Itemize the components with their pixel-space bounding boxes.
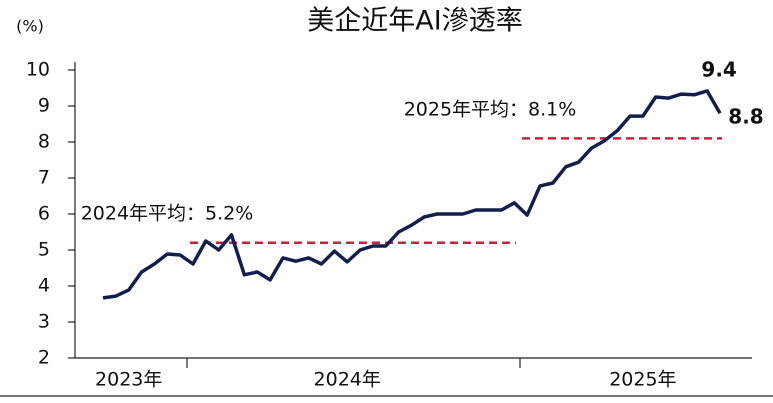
chart-title: 美企近年AI滲透率	[307, 6, 522, 37]
average-label: 2025年平均：8.1%	[404, 99, 577, 121]
y-axis-label: (%)	[16, 17, 44, 36]
y-tick-label: 7	[38, 167, 50, 189]
value-label: 8.8	[728, 105, 763, 129]
y-tick-label: 4	[38, 275, 50, 297]
value-label: 9.4	[701, 57, 736, 81]
y-tick-label: 5	[38, 239, 50, 261]
x-tick-label: 2023年	[95, 369, 162, 391]
y-tick-label: 8	[38, 131, 50, 153]
y-tick-label: 9	[38, 95, 50, 117]
x-tick-label: 2025年	[609, 369, 676, 391]
y-tick-label: 10	[26, 59, 50, 81]
y-tick-label: 2	[38, 347, 50, 369]
y-tick-label: 3	[38, 311, 50, 333]
average-label: 2024年平均：5.2%	[81, 203, 254, 225]
x-tick-label: 2024年	[314, 369, 381, 391]
y-tick-label: 6	[38, 203, 50, 225]
series-line	[102, 89, 722, 300]
